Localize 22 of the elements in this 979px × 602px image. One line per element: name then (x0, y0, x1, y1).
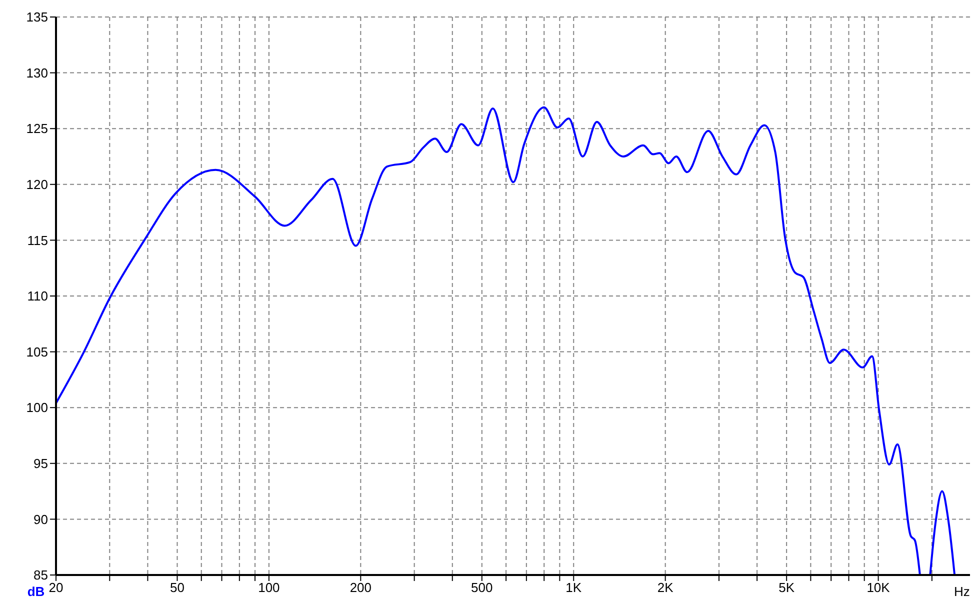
y-tick-label: 130 (26, 65, 48, 80)
x-tick-label: 1K (566, 580, 582, 596)
y-tick-label: 85 (34, 568, 48, 583)
y-tick-label: 110 (27, 288, 48, 304)
x-tick-label: 2K (657, 580, 674, 596)
y-tick-label: 105 (26, 344, 48, 360)
x-axis-title: Hz (954, 584, 970, 599)
x-tick-label: 500 (471, 580, 493, 596)
y-tick-label: 115 (27, 232, 48, 248)
y-axis-title: dB (27, 584, 45, 599)
x-tick-label: 200 (350, 580, 372, 596)
y-tick-label: 125 (26, 121, 48, 136)
x-tick-label: 100 (258, 580, 280, 596)
x-tick-label: 20 (48, 580, 64, 596)
y-tick-label: 120 (26, 177, 48, 192)
x-tick-label: 10K (866, 580, 890, 596)
y-tick-label: 90 (34, 512, 48, 527)
y-tick-label: 100 (26, 400, 48, 416)
x-tick-label: 50 (170, 580, 184, 596)
y-tick-label: 135 (26, 10, 48, 25)
y-tick-label: 95 (34, 456, 48, 472)
x-tick-label: 5K (778, 580, 795, 596)
